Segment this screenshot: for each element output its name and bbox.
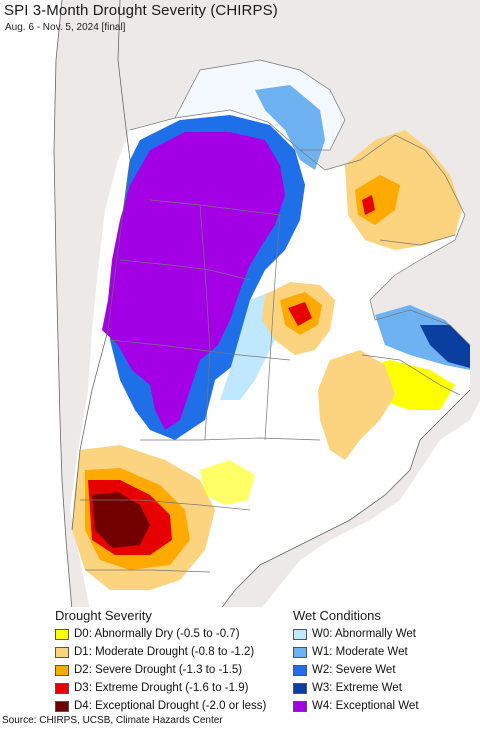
central-drought-d3 — [288, 302, 312, 326]
swatch-w2 — [293, 664, 307, 676]
legend-item-w4: W4: Exceptional Wet — [293, 699, 419, 713]
andes-border — [71, 0, 131, 531]
swatch-d0 — [55, 628, 69, 640]
legend-label-w4: W4: Exceptional Wet — [312, 700, 419, 712]
legend-item-w0: W0: Abnormally Wet — [293, 627, 416, 641]
swatch-w4 — [293, 700, 307, 712]
legend-item-d4: D4: Exceptional Drought (-2.0 or less) — [55, 699, 266, 713]
legend-label-d3: D3: Extreme Drought (-1.6 to -1.9) — [74, 682, 249, 694]
drought-map — [0, 0, 480, 610]
swatch-d4 — [55, 700, 69, 712]
wet-conditions-heading: Wet Conditions — [293, 608, 381, 623]
chile-coastline — [53, 0, 73, 610]
legend-item-w2: W2: Severe Wet — [293, 663, 396, 677]
legend-label-w1: W1: Moderate Wet — [312, 646, 408, 658]
swatch-d2 — [55, 664, 69, 676]
legend-item-d2: D2: Severe Drought (-1.3 to -1.5) — [55, 663, 242, 677]
map-title: SPI 3-Month Drought Severity (CHIRPS) — [4, 2, 278, 19]
swatch-w3 — [293, 682, 307, 694]
east-wet-w3 — [420, 325, 470, 368]
legend-item-w3: W3: Extreme Wet — [293, 681, 402, 695]
legend-label-d1: D1: Moderate Drought (-0.8 to -1.2) — [74, 646, 255, 658]
legend-item-d3: D3: Extreme Drought (-1.6 to -1.9) — [55, 681, 248, 695]
south-drought-d0 — [200, 460, 255, 505]
legend-item-d0: D0: Abnormally Dry (-0.5 to -0.7) — [55, 627, 240, 641]
map-subtitle: Aug. 6 - Nov. 5, 2024 [final] — [5, 22, 126, 33]
legend-item-d1: D1: Moderate Drought (-0.8 to -1.2) — [55, 645, 254, 659]
swatch-d3 — [55, 682, 69, 694]
swatch-d1 — [55, 646, 69, 658]
source-credit: Source: CHIRPS, UCSB, Climate Hazards Ce… — [2, 715, 223, 726]
wet-w4-zone — [102, 132, 285, 430]
legend-label-w3: W3: Extreme Wet — [312, 682, 402, 694]
swatch-w1 — [293, 646, 307, 658]
east-drought-d1 — [318, 350, 395, 460]
legend-label-d4: D4: Exceptional Drought (-2.0 or less) — [74, 700, 267, 712]
atlantic-ocean — [260, 400, 480, 610]
legend: Drought Severity Wet Conditions D0: Abno… — [0, 607, 480, 713]
drought-severity-heading: Drought Severity — [55, 608, 152, 623]
patagonia-drought-d4 — [92, 492, 150, 548]
swatch-w0 — [293, 628, 307, 640]
legend-item-w1: W1: Moderate Wet — [293, 645, 408, 659]
paraguay-drought-d3 — [362, 195, 375, 215]
province-borders — [80, 59, 471, 573]
legend-label-d0: D0: Abnormally Dry (-0.5 to -0.7) — [74, 628, 240, 640]
legend-label-w0: W0: Abnormally Wet — [312, 628, 416, 640]
wet-w1-zone — [255, 85, 325, 170]
legend-label-d2: D2: Severe Drought (-1.3 to -1.5) — [74, 664, 243, 676]
atlantic-coastline — [219, 389, 471, 610]
legend-label-w2: W2: Severe Wet — [312, 664, 396, 676]
